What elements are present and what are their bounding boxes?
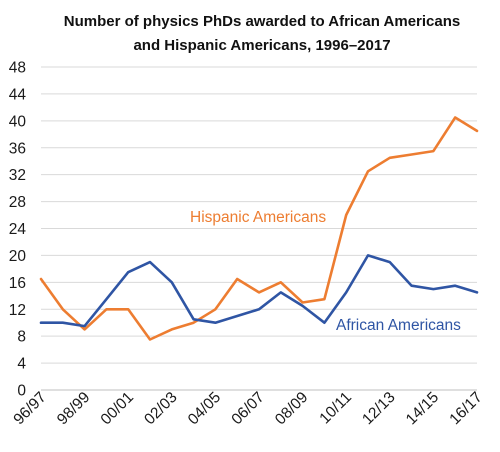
x-tick-label: 10/11 — [316, 389, 355, 428]
y-tick-label: 36 — [9, 140, 26, 157]
series-line-hispanic-americans — [39, 116, 479, 341]
y-tick-label: 40 — [9, 113, 27, 130]
x-tick-label: 00/01 — [98, 389, 137, 428]
y-tick-label: 4 — [17, 356, 26, 373]
y-tick-label: 48 — [9, 60, 26, 77]
series-label-hispanic-americans: Hispanic Americans — [190, 209, 326, 226]
x-tick-label: 06/07 — [228, 389, 267, 428]
chart-title-line-2: and Hispanic Americans, 1996–2017 — [133, 37, 390, 54]
y-tick-label: 24 — [9, 221, 27, 238]
y-tick-label: 20 — [9, 248, 27, 265]
y-tick-label: 44 — [9, 86, 27, 103]
y-tick-label: 12 — [9, 302, 26, 319]
x-tick-label: 16/17 — [446, 389, 485, 428]
plot-area — [39, 116, 479, 341]
x-tick-label: 04/05 — [185, 389, 224, 428]
series-line-african-americans — [39, 254, 479, 328]
x-tick-label: 96/97 — [10, 389, 49, 428]
x-axis: 96/97 98/99 00/01 02/03 04/05 06/07 08/09 10/11… — [10, 389, 485, 428]
series-label-african-americans: African Americans — [336, 317, 461, 334]
y-tick-label: 32 — [9, 167, 26, 184]
y-tick-label: 0 — [17, 383, 26, 400]
x-tick-label: 08/09 — [272, 389, 311, 428]
x-tick-label: 98/99 — [54, 389, 93, 428]
x-tick-label: 12/13 — [359, 389, 398, 428]
y-tick-label: 28 — [9, 194, 26, 211]
x-tick-label: 14/15 — [403, 389, 442, 428]
gridlines — [41, 66, 477, 391]
y-tick-label: 8 — [17, 329, 26, 346]
chart-title-line-1: Number of physics PhDs awarded to Africa… — [64, 13, 461, 30]
x-tick-label: 02/03 — [141, 389, 180, 428]
y-tick-label: 16 — [9, 275, 26, 292]
